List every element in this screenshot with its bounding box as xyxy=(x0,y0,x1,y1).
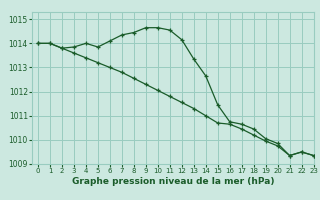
X-axis label: Graphe pression niveau de la mer (hPa): Graphe pression niveau de la mer (hPa) xyxy=(72,177,274,186)
